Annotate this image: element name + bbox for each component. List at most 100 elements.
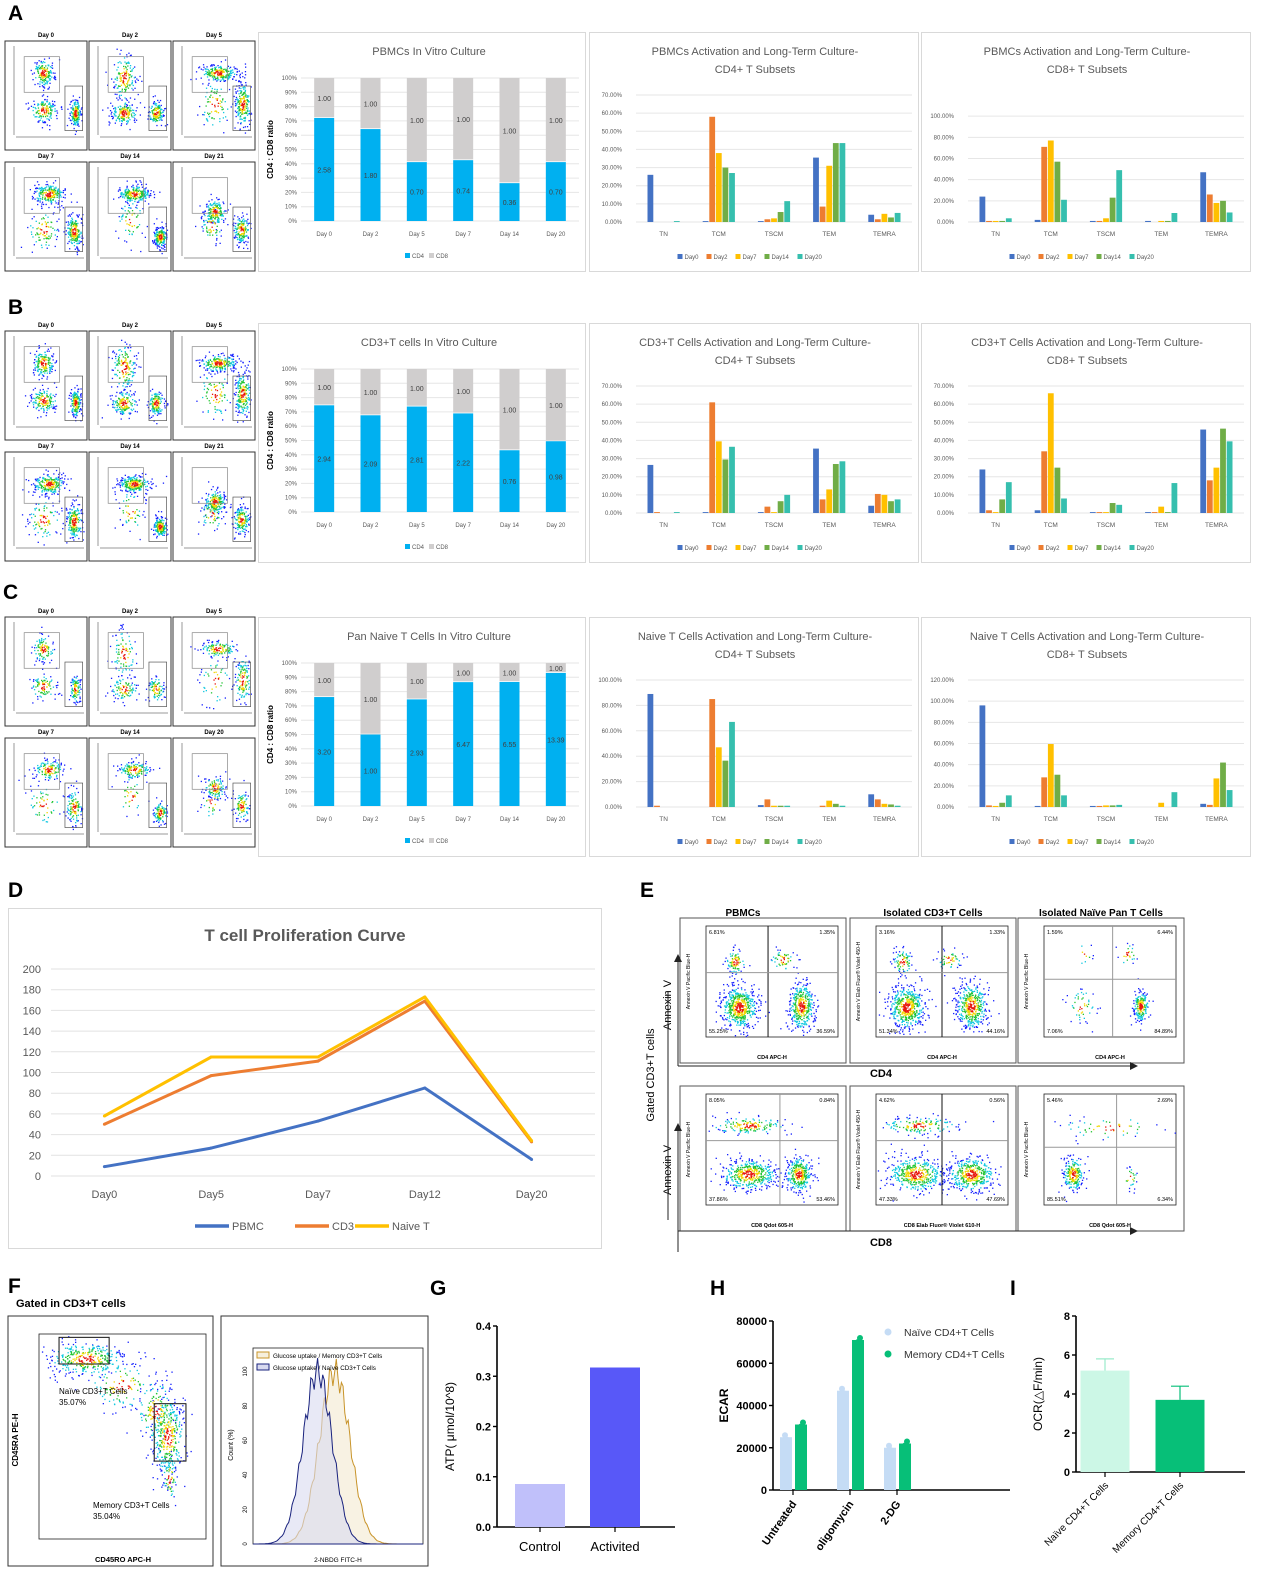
event-dot <box>78 537 80 540</box>
event-dot <box>162 240 165 243</box>
event-dot <box>161 112 163 114</box>
event-dot <box>56 236 58 238</box>
event-dot <box>80 395 82 397</box>
cd8-gate <box>107 177 144 214</box>
event-dot <box>211 214 214 216</box>
event-dot <box>68 524 70 526</box>
event-dot <box>54 362 56 364</box>
event-dot <box>55 360 58 362</box>
event-dot <box>219 365 221 367</box>
grouped-bar-chart: PBMCs Activation and Long-Term Culture-C… <box>602 46 912 261</box>
event-dot <box>40 528 42 530</box>
event-dot <box>33 374 35 376</box>
event-dot <box>47 488 50 490</box>
event-dot <box>219 214 221 217</box>
event-dot <box>160 112 162 114</box>
event-dot <box>126 195 128 197</box>
event-dot <box>216 80 218 82</box>
event-dot <box>121 339 123 341</box>
event-dot <box>239 390 241 392</box>
event-dot <box>234 73 236 75</box>
event-dot <box>207 231 209 233</box>
event-dot <box>70 221 72 223</box>
event-dot <box>73 529 76 531</box>
event-dot <box>126 104 129 107</box>
event-dot <box>76 201 78 203</box>
event-dot <box>160 399 162 401</box>
event-dot <box>74 115 76 117</box>
event-dot <box>214 210 217 212</box>
event-dot <box>72 413 74 415</box>
event-dot <box>111 111 113 113</box>
event-dot <box>49 490 52 492</box>
event-dot <box>125 357 127 360</box>
event-dot <box>74 234 76 236</box>
event-dot <box>223 354 225 357</box>
event-dot <box>42 89 45 92</box>
bar-cd8 <box>314 78 335 118</box>
event-dot <box>153 193 156 196</box>
event-dot <box>154 396 156 398</box>
legend-swatch <box>764 254 770 259</box>
event-dot <box>158 231 160 233</box>
bar-day20 <box>729 173 735 222</box>
event-dot <box>231 361 233 363</box>
event-dot <box>51 100 54 102</box>
event-dot <box>127 62 129 64</box>
event-dot <box>78 401 80 404</box>
event-dot <box>155 409 158 412</box>
event-dot <box>123 78 125 80</box>
event-dot <box>50 367 52 370</box>
event-dot <box>160 236 162 238</box>
event-dot <box>155 393 157 396</box>
event-dot <box>42 74 45 76</box>
event-dot <box>78 517 80 519</box>
event-dot <box>42 94 45 96</box>
event-dot <box>35 407 37 409</box>
x-tick-label: TEM <box>1154 231 1168 238</box>
event-dot <box>144 189 146 191</box>
event-dot <box>69 233 72 235</box>
event-dot <box>228 78 230 80</box>
event-dot <box>217 199 219 201</box>
event-dot <box>242 232 244 235</box>
event-dot <box>45 358 47 360</box>
event-dot <box>134 190 137 192</box>
event-dot <box>76 407 78 409</box>
bar-day20 <box>1171 213 1178 222</box>
event-dot <box>53 187 55 189</box>
event-dot <box>152 119 154 121</box>
event-dot <box>230 106 232 108</box>
event-dot <box>237 411 239 413</box>
event-dot <box>40 76 43 78</box>
event-dot <box>242 98 244 100</box>
event-dot <box>59 190 61 192</box>
event-dot <box>123 81 125 83</box>
event-dot <box>240 221 242 223</box>
event-dot <box>80 399 82 401</box>
event-dot <box>114 122 116 124</box>
event-dot <box>73 533 75 535</box>
event-dot <box>51 192 53 194</box>
event-dot <box>48 357 50 360</box>
event-dot <box>149 115 151 117</box>
event-dot <box>120 405 122 407</box>
event-dot <box>159 112 161 114</box>
event-dot <box>134 190 136 193</box>
event-dot <box>50 221 52 223</box>
event-dot <box>132 231 134 233</box>
event-dot <box>223 76 225 78</box>
event-dot <box>201 215 203 218</box>
event-dot <box>115 355 117 358</box>
event-dot <box>131 225 133 227</box>
event-dot <box>158 391 160 393</box>
event-dot <box>51 195 53 197</box>
event-dot <box>127 192 129 194</box>
event-dot <box>55 187 57 189</box>
event-dot <box>64 188 66 190</box>
event-dot <box>47 396 49 398</box>
event-dot <box>229 76 231 78</box>
event-dot <box>141 199 143 201</box>
event-dot <box>230 362 232 364</box>
event-dot <box>240 405 242 407</box>
